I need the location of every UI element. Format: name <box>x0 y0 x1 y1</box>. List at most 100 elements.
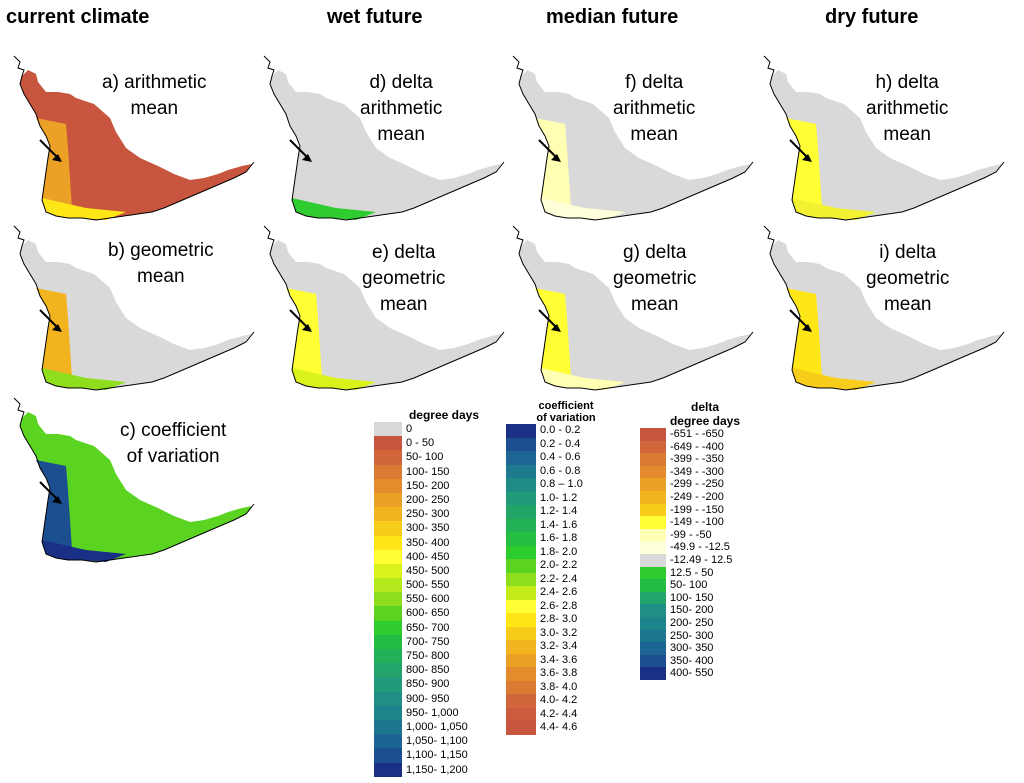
legend-swatch <box>506 694 536 708</box>
panel-label-g: g) delta geometric mean <box>613 242 697 315</box>
legend-entry: -649 - -400 <box>640 440 770 454</box>
map-region-h-1 <box>786 118 822 212</box>
legend-label: 700- 750 <box>406 635 450 648</box>
legend-label: 2.8- 3.0 <box>540 613 578 625</box>
map-region-i-2 <box>792 368 876 390</box>
legend-entry: 1,150- 1,200 <box>374 762 514 777</box>
legend-entry: 100- 150 <box>374 464 514 479</box>
legend-swatch <box>506 667 536 681</box>
legend-label: 2.6- 2.8 <box>540 599 578 612</box>
legend-title: degree days <box>374 408 514 422</box>
legend-label: 350- 400 <box>406 536 450 549</box>
legend-label: 1,150- 1,200 <box>406 763 468 776</box>
arrow-icon-i <box>802 324 812 332</box>
legend-swatch <box>506 559 536 573</box>
legend-label: 200- 250 <box>670 616 714 629</box>
legend-entry: 2.4- 2.6 <box>506 586 626 600</box>
map-region-a-0 <box>20 70 252 220</box>
legend-title-line: delta <box>690 400 719 414</box>
legend-swatch <box>374 649 402 664</box>
legend-entry: 150- 200 <box>640 604 770 617</box>
legend-label: 12.5 - 50 <box>670 566 714 579</box>
arrow-icon-h <box>802 154 812 162</box>
legend-title-line: of variation <box>536 412 596 424</box>
legend-degree-days: degree days 0 0 - 50 50- 100 100- 150 150- 20… <box>374 408 514 777</box>
legend-swatch <box>374 563 402 579</box>
map-region-h-0 <box>770 70 1002 220</box>
map-region-i-1 <box>786 288 822 382</box>
legend-label: -299 - -250 <box>670 478 724 491</box>
legend-label: 50- 100 <box>670 579 708 592</box>
map-region-d-0 <box>270 70 502 220</box>
legend-label: -651 - -650 <box>670 428 724 440</box>
legend-label: 300- 350 <box>670 642 714 655</box>
legend-entry: 200- 250 <box>640 616 770 630</box>
legend-swatch <box>506 464 536 478</box>
legend-label: -99 - -50 <box>670 528 712 541</box>
legend-label: 4.4- 4.6 <box>540 721 578 733</box>
map-svg-b <box>13 225 255 391</box>
legend-entry: 1,050- 1,100 <box>374 734 514 749</box>
legend-entry: 3.4- 3.6 <box>506 653 626 667</box>
legend-swatch <box>374 592 402 607</box>
map-region-e-2 <box>292 368 376 390</box>
legend-label: 0.8 – 1.0 <box>540 478 583 490</box>
legend-label: 1,000- 1,050 <box>406 720 468 733</box>
legend-entry: -651 - -650 <box>640 428 770 441</box>
legend-label: 0.4 - 0.6 <box>540 451 581 463</box>
coastline-f <box>512 55 754 221</box>
legend-entry: 400- 450 <box>374 549 514 564</box>
legend-swatch <box>640 428 666 441</box>
legend-label: -349 - -300 <box>670 465 724 478</box>
legend-label: 0 <box>406 423 413 435</box>
legend-swatch <box>506 478 536 492</box>
panel-label-e: e) delta geometric mean <box>362 242 446 315</box>
legend-entry: 550- 600 <box>374 592 514 607</box>
legend-entry: 900- 950 <box>374 691 514 706</box>
legend-swatch <box>506 586 536 600</box>
legend-entry: 3.2- 3.4 <box>506 640 626 654</box>
legend-entry: 750- 800 <box>374 649 514 664</box>
legend-swatch <box>374 677 402 692</box>
legend-entry: 2.8- 3.0 <box>506 613 626 627</box>
legend-swatch <box>374 663 402 678</box>
legend-title-line: degree days <box>669 414 741 428</box>
legend-entry: 2.6- 2.8 <box>506 599 626 613</box>
column-title-median-future: median future <box>546 6 679 28</box>
column-title-dry-future: dry future <box>825 6 919 28</box>
arrow-icon-c <box>52 496 62 504</box>
legend-entry: 3.6- 3.8 <box>506 667 626 681</box>
legend-label: 4.0- 4.2 <box>540 694 578 706</box>
legend-swatch <box>506 518 536 532</box>
legend-label: -199 - -150 <box>670 503 724 516</box>
coastline-g <box>512 225 754 391</box>
legend-label: 100- 150 <box>670 591 714 604</box>
map-region-g-0 <box>519 240 751 390</box>
map-region-e-0 <box>270 240 502 390</box>
map-region-d-1 <box>292 198 376 220</box>
coastline-d <box>263 55 505 221</box>
map-panel-h: h) delta arithmetic mean <box>756 48 1006 221</box>
legend-entry: 2.2- 2.4 <box>506 572 626 586</box>
map-region-b-0 <box>20 240 252 390</box>
map-panel-c: c) coefficient of variation <box>6 390 256 563</box>
legend-swatch <box>640 629 666 643</box>
legend-entry: 50- 100 <box>640 579 770 592</box>
legend-swatch <box>374 464 402 479</box>
legend-title-line: coefficient <box>538 400 594 412</box>
legend-label: -249 - -200 <box>670 490 724 503</box>
map-region-f-2 <box>541 198 625 220</box>
legend-swatch <box>640 465 666 479</box>
legend-entry: 950- 1,000 <box>374 705 514 720</box>
legend-swatch <box>374 492 402 508</box>
legend-label: 200- 250 <box>406 493 450 506</box>
panel-label-f: f) delta arithmetic mean <box>613 72 696 145</box>
legend-swatch <box>506 640 536 654</box>
legend-entry: 1.4- 1.6 <box>506 518 626 532</box>
arrow-icon-g <box>551 324 561 332</box>
legend-entry: 1,100- 1,150 <box>374 748 514 763</box>
map-panel-f: f) delta arithmetic mean <box>505 48 755 221</box>
arrow-icon-b <box>52 324 62 332</box>
map-region-b-1 <box>36 288 72 382</box>
arrow-icon-e <box>302 324 312 332</box>
